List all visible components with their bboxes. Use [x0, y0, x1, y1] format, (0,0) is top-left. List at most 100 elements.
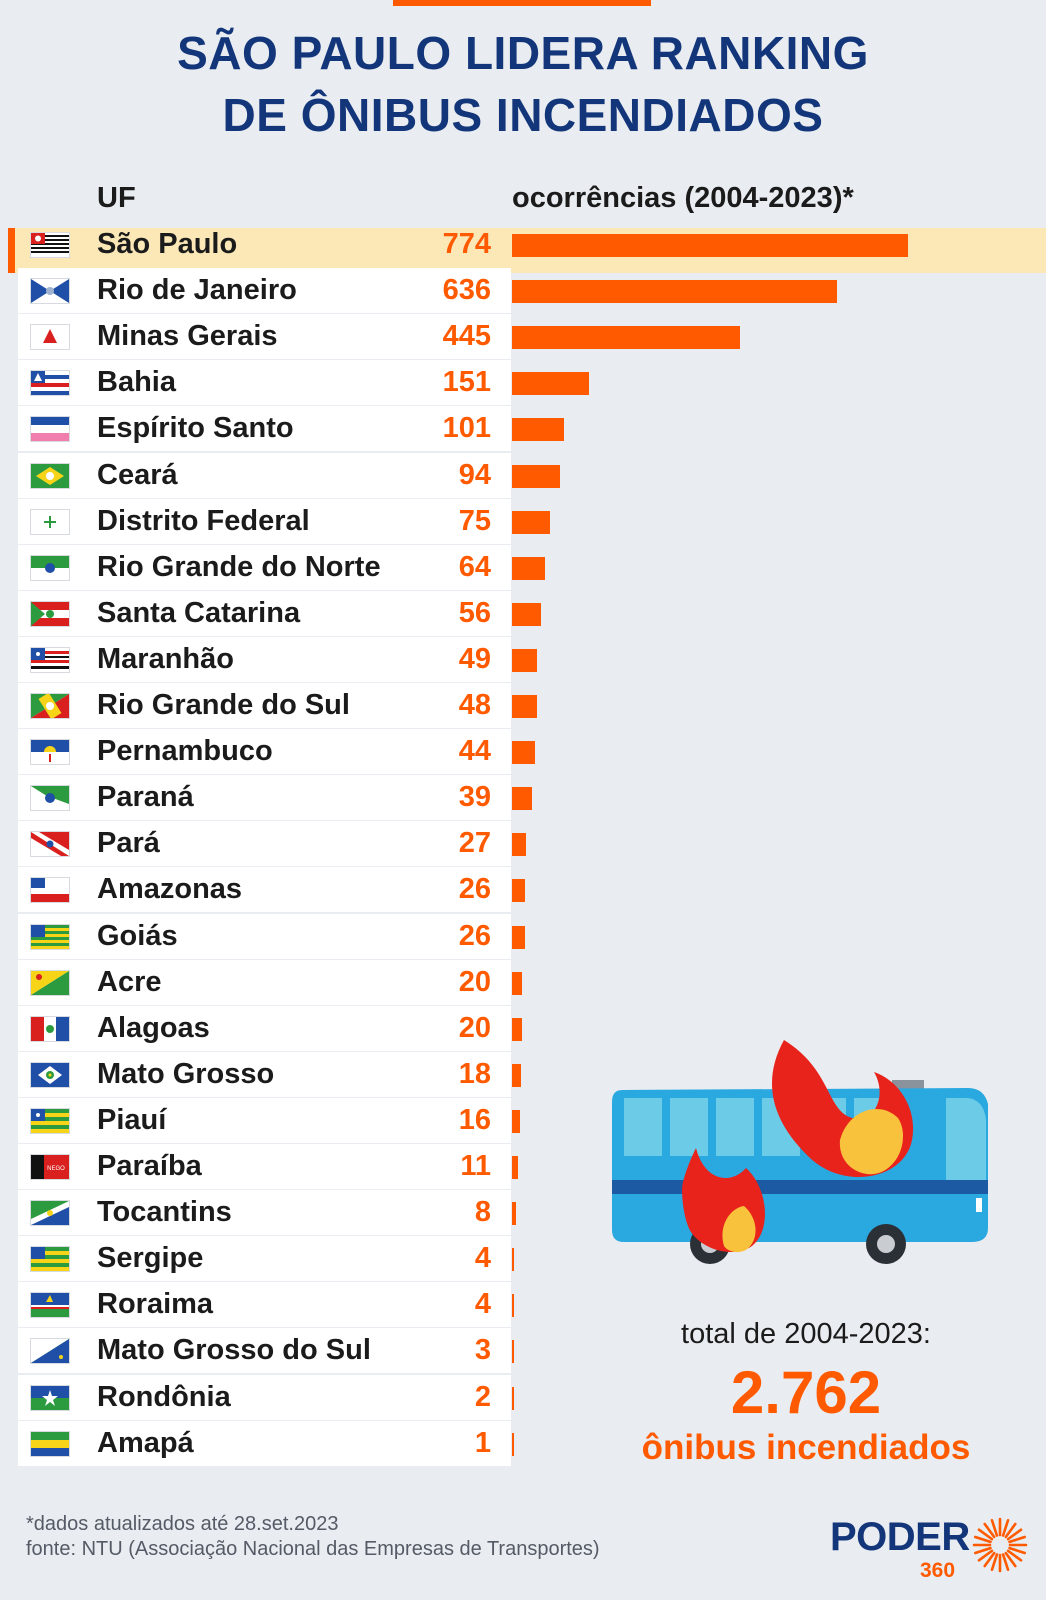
bar	[512, 1156, 518, 1179]
row-background	[18, 1051, 511, 1097]
table-row: Sergipe 4	[0, 1236, 1046, 1283]
data-label: 101	[442, 412, 491, 445]
data-label: 20	[458, 965, 491, 998]
bar	[512, 418, 564, 442]
state-flag-icon	[30, 1107, 70, 1134]
table-row: Bahia 151	[0, 360, 1046, 407]
table-row: Tocantins 8	[0, 1190, 1046, 1237]
row-background	[18, 636, 511, 682]
row-background	[18, 314, 511, 360]
state-name: Rio de Janeiro	[97, 274, 297, 307]
bar	[512, 1063, 522, 1087]
table-row: Amapá 1	[0, 1420, 1046, 1468]
flame-large-core	[839, 1109, 904, 1175]
table-row: Rio Grande do Sul 48	[0, 683, 1046, 730]
table-row: São Paulo 774	[0, 222, 1046, 269]
state-name: Tocantins	[97, 1196, 232, 1229]
data-label: 49	[458, 642, 491, 675]
row-background	[18, 1374, 511, 1420]
table-row: Piauí 16	[0, 1097, 1046, 1145]
state-flag-icon	[30, 1292, 70, 1319]
state-flag-icon	[30, 831, 70, 858]
state-name: Acre	[97, 965, 162, 998]
table-row: Goiás 26	[0, 913, 1046, 961]
state-name: Piauí	[97, 1103, 167, 1136]
sun-ray	[1001, 1553, 1010, 1572]
data-label: 11	[460, 1150, 491, 1182]
bar	[512, 234, 908, 257]
table-row: Distrito Federal 75	[0, 498, 1046, 546]
row-background	[18, 406, 511, 452]
state-flag-icon	[30, 554, 70, 581]
state-flag-icon	[30, 1384, 70, 1411]
state-name: Distrito Federal	[97, 504, 310, 537]
state-name: Maranhão	[97, 642, 234, 675]
bar	[512, 1248, 515, 1272]
state-name: Bahia	[97, 366, 176, 399]
bar	[512, 741, 535, 765]
row-background	[18, 1005, 511, 1051]
sun-ray	[1004, 1522, 1017, 1539]
state-flag-icon	[30, 1015, 70, 1042]
data-label: 4	[474, 1242, 491, 1275]
state-name: Paraná	[97, 781, 194, 814]
row-background	[18, 959, 511, 1005]
bar	[512, 1386, 514, 1410]
bar	[512, 326, 740, 350]
bus-stripe	[612, 1180, 988, 1194]
table-row: Espírito Santo 101	[0, 406, 1046, 453]
table-row: Maranhão 49	[0, 636, 1046, 684]
state-name: Sergipe	[97, 1242, 204, 1275]
row-background	[18, 360, 511, 406]
state-flag-icon	[30, 324, 70, 351]
state-name: Rondônia	[97, 1380, 231, 1413]
data-label: 75	[458, 504, 491, 537]
bar	[512, 510, 551, 534]
table-row: Rondônia 2	[0, 1374, 1046, 1422]
state-flag-icon	[30, 508, 70, 535]
sun-ray	[1008, 1535, 1027, 1544]
bar	[512, 833, 526, 857]
bus-window	[624, 1098, 662, 1156]
state-flag-icon	[30, 1338, 70, 1365]
state-name: Pernambuco	[97, 735, 273, 768]
sun-ray	[1001, 1518, 1010, 1537]
table-row: Roraima 4	[0, 1282, 1046, 1329]
table-row: Pernambuco 44	[0, 729, 1046, 776]
state-flag-icon	[30, 600, 70, 627]
row-background	[18, 498, 511, 544]
logo-sunburst-icon	[972, 1517, 1028, 1573]
table-row: Pará 27	[0, 821, 1046, 868]
data-label: 27	[458, 827, 491, 860]
bar	[512, 1202, 517, 1226]
row-background	[18, 452, 511, 498]
row-background	[18, 867, 511, 913]
data-label: 39	[458, 781, 491, 814]
row-background	[18, 590, 511, 636]
bar	[512, 1432, 514, 1456]
state-name: Ceará	[97, 458, 178, 491]
bus-windshield	[946, 1098, 986, 1180]
logo-number: 360	[920, 1559, 956, 1582]
data-label: 44	[458, 735, 491, 768]
total-value: 2.762	[730, 1359, 882, 1426]
bus-hubcap	[877, 1235, 895, 1253]
bus-roof-vent	[892, 1080, 924, 1090]
data-label: 18	[458, 1057, 491, 1090]
table-row: Rio Grande do Norte 64	[0, 544, 1046, 592]
state-flag-icon	[30, 462, 70, 489]
row-background	[18, 1328, 511, 1374]
column-header-occurrences: ocorrências (2004-2023)*	[512, 182, 854, 214]
total-label: total de 2004-2023:	[681, 1318, 931, 1350]
sun-ray	[1008, 1546, 1027, 1555]
row-background	[18, 544, 511, 590]
bar	[512, 602, 541, 626]
state-name: Roraima	[97, 1288, 214, 1321]
data-label: 56	[458, 596, 491, 629]
bar	[512, 879, 526, 903]
state-flag-icon	[30, 646, 70, 673]
sun-ray	[990, 1518, 999, 1537]
row-background	[18, 268, 511, 314]
state-flag-icon	[30, 785, 70, 812]
bar	[512, 648, 538, 672]
